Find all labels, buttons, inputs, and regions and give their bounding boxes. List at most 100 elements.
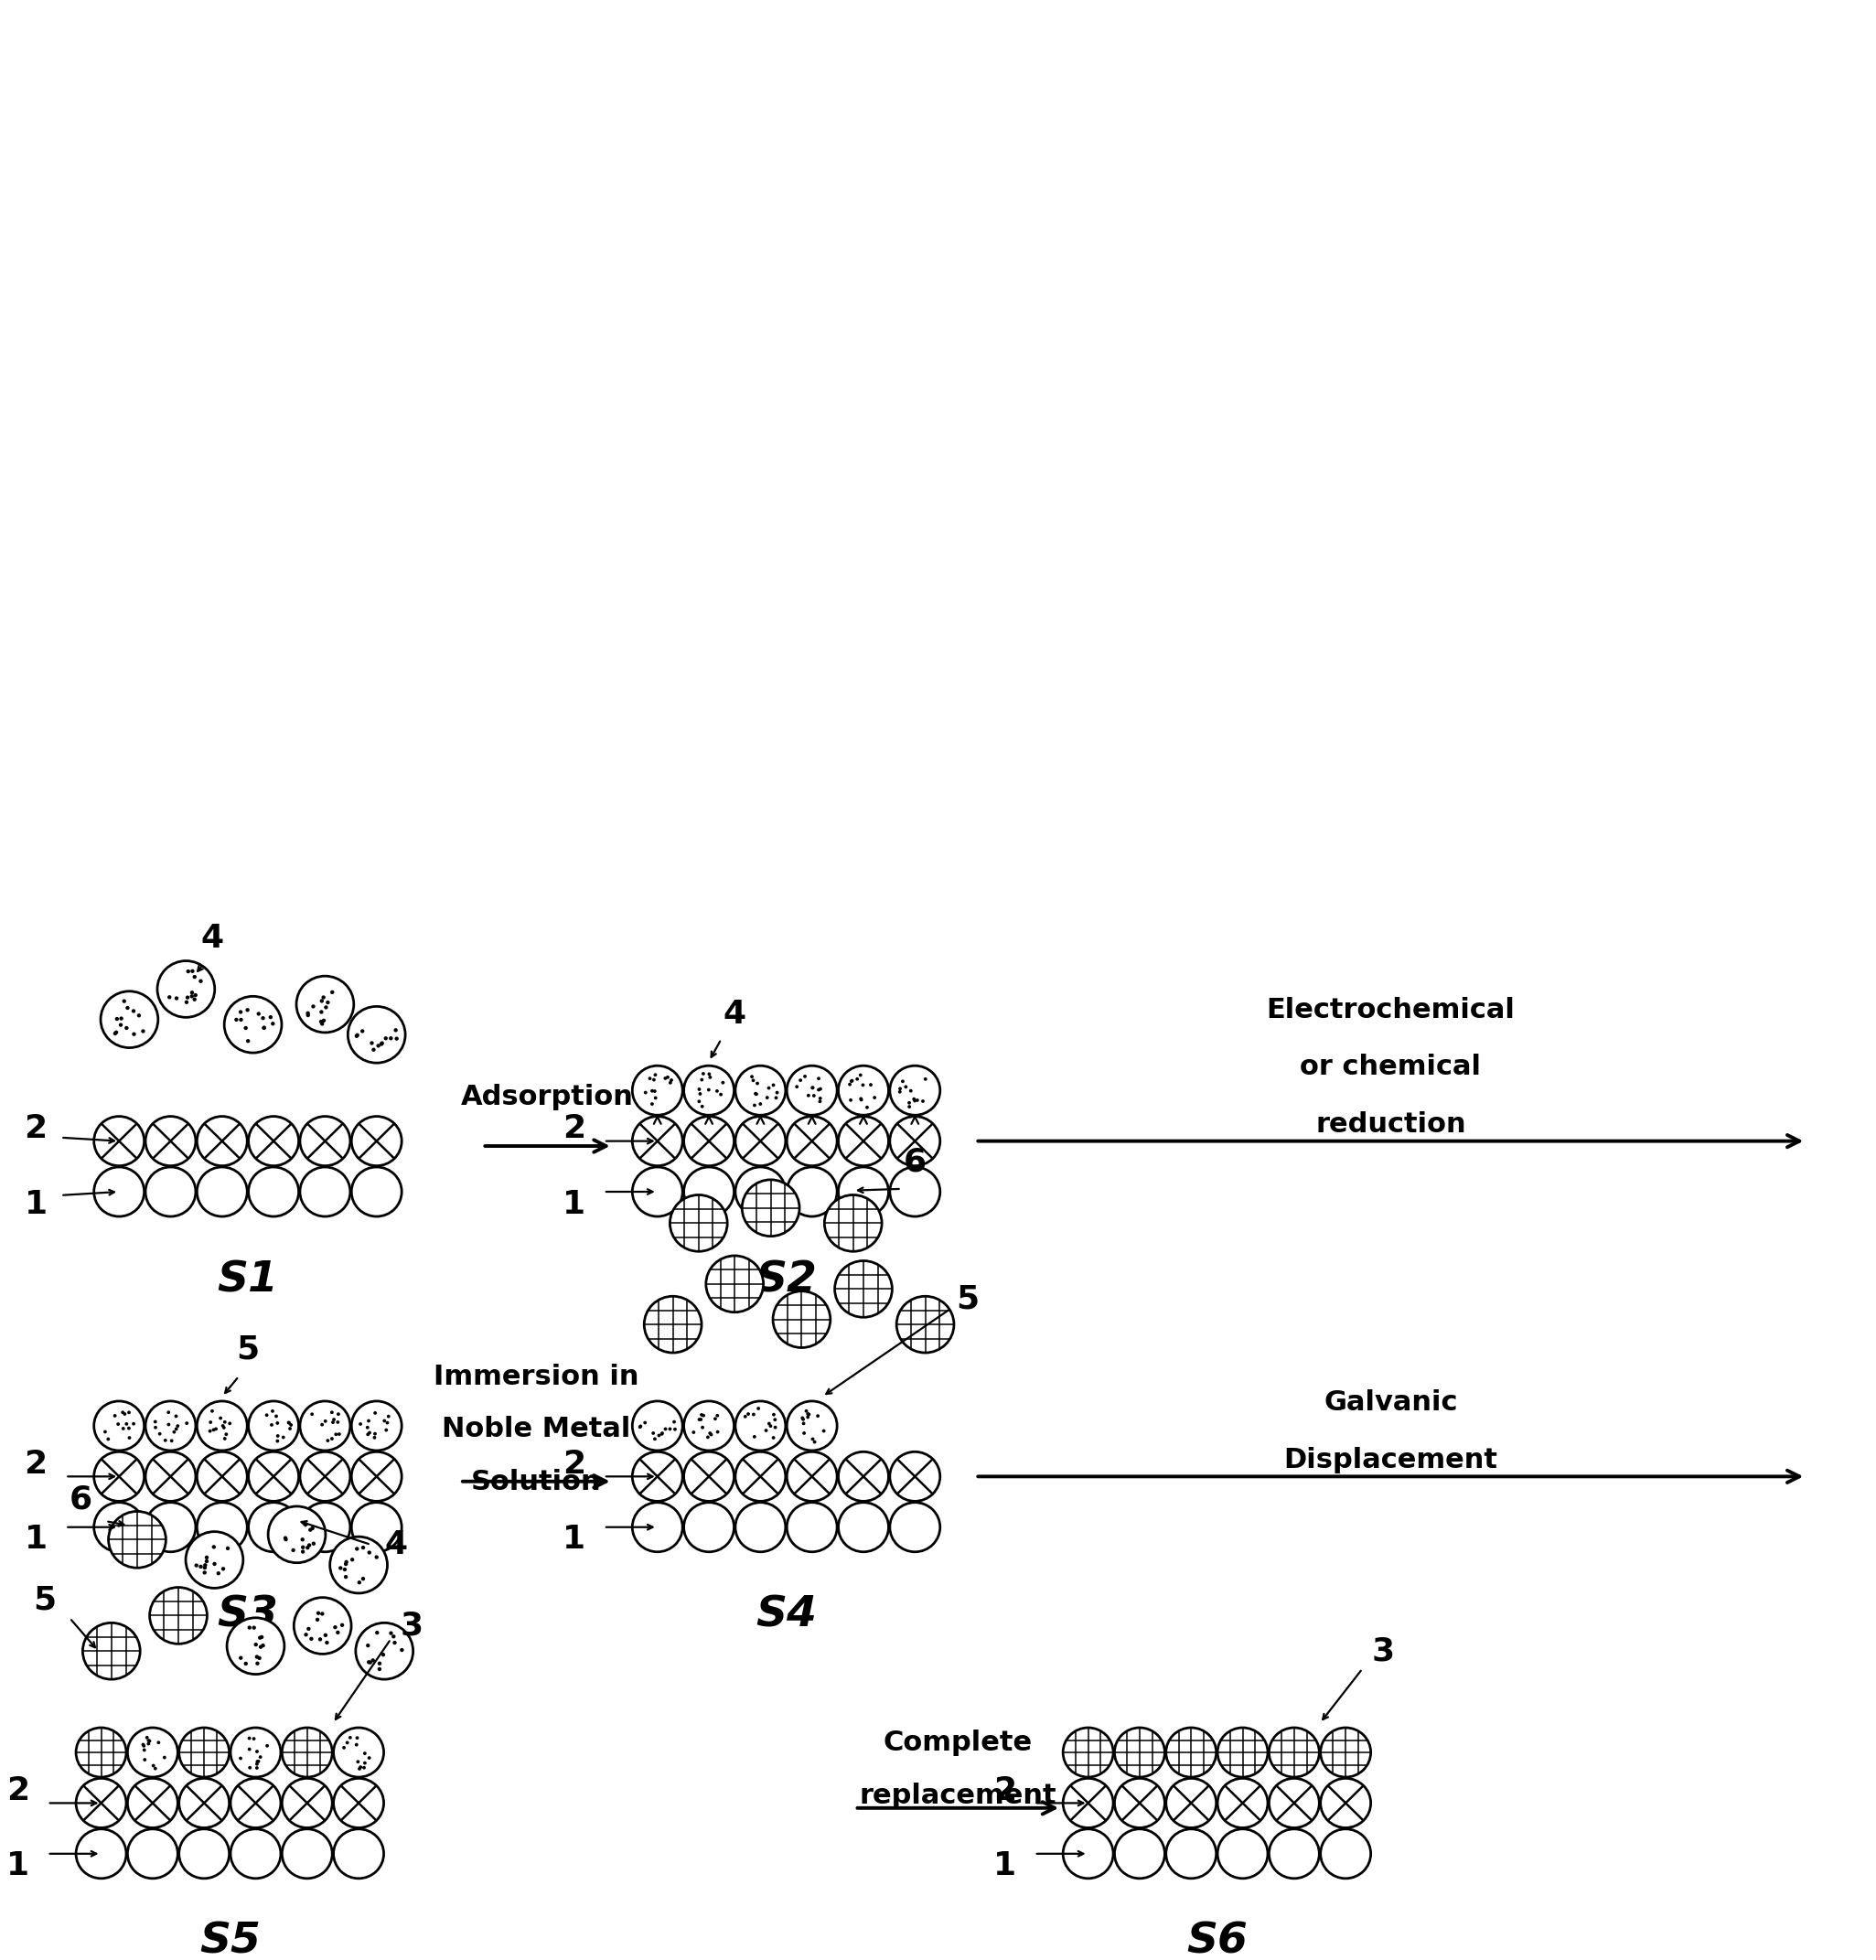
Circle shape [653, 1078, 657, 1082]
Circle shape [126, 1005, 129, 1009]
Circle shape [1167, 1829, 1216, 1878]
Circle shape [1064, 1727, 1112, 1778]
Circle shape [229, 1421, 231, 1425]
Circle shape [231, 1778, 281, 1829]
Circle shape [651, 1102, 655, 1105]
Circle shape [899, 1090, 902, 1094]
Circle shape [1218, 1727, 1268, 1778]
Circle shape [154, 1419, 158, 1423]
Circle shape [640, 1425, 642, 1429]
Circle shape [386, 1415, 390, 1419]
Circle shape [702, 1413, 705, 1417]
Circle shape [345, 1740, 349, 1744]
Circle shape [221, 1427, 225, 1429]
Circle shape [341, 1746, 345, 1750]
Circle shape [148, 1739, 152, 1742]
Circle shape [128, 1427, 131, 1431]
Circle shape [364, 1762, 366, 1764]
Circle shape [146, 1452, 195, 1501]
Circle shape [698, 1092, 702, 1096]
Circle shape [300, 1117, 351, 1166]
Circle shape [855, 1078, 859, 1080]
Circle shape [296, 976, 355, 1033]
Circle shape [178, 1829, 229, 1878]
Circle shape [173, 1431, 176, 1433]
Circle shape [375, 1554, 379, 1558]
Circle shape [773, 1292, 831, 1348]
Circle shape [392, 1641, 396, 1644]
Circle shape [276, 1439, 280, 1443]
Circle shape [184, 1000, 189, 1004]
Circle shape [283, 1537, 287, 1541]
Circle shape [816, 1415, 820, 1417]
Circle shape [128, 1411, 131, 1415]
Circle shape [300, 1166, 351, 1217]
Circle shape [839, 1503, 889, 1552]
Circle shape [195, 1564, 199, 1568]
Circle shape [362, 1766, 366, 1770]
Circle shape [259, 1644, 263, 1648]
Circle shape [146, 1503, 195, 1552]
Circle shape [707, 1072, 711, 1076]
Circle shape [248, 1117, 298, 1166]
Circle shape [394, 1037, 400, 1041]
Circle shape [351, 1503, 401, 1552]
Circle shape [300, 1401, 351, 1450]
Circle shape [356, 1760, 360, 1764]
Circle shape [300, 1452, 351, 1501]
Circle shape [253, 1642, 257, 1646]
Circle shape [872, 1096, 876, 1100]
Circle shape [368, 1660, 371, 1664]
Circle shape [246, 1007, 250, 1011]
Circle shape [158, 1740, 159, 1744]
Circle shape [392, 1635, 396, 1639]
Circle shape [306, 1627, 311, 1631]
Text: Displacement: Displacement [1283, 1446, 1497, 1474]
Circle shape [921, 1100, 925, 1103]
Circle shape [660, 1433, 664, 1437]
Circle shape [685, 1452, 734, 1501]
Circle shape [300, 1550, 306, 1554]
Circle shape [805, 1409, 809, 1413]
Circle shape [383, 1419, 386, 1423]
Circle shape [326, 1000, 330, 1004]
Circle shape [203, 1564, 206, 1568]
Circle shape [752, 1103, 756, 1107]
Circle shape [94, 1401, 144, 1450]
Circle shape [263, 1025, 266, 1029]
Circle shape [889, 1066, 940, 1115]
Circle shape [219, 1417, 221, 1419]
Text: 1: 1 [994, 1850, 1017, 1882]
Circle shape [310, 1637, 313, 1641]
Circle shape [283, 1537, 287, 1541]
Circle shape [889, 1166, 940, 1217]
Circle shape [735, 1166, 786, 1217]
Circle shape [643, 1421, 647, 1425]
Text: 2: 2 [563, 1113, 585, 1145]
Circle shape [801, 1417, 805, 1419]
Circle shape [812, 1441, 816, 1445]
Circle shape [355, 1033, 360, 1037]
Circle shape [300, 1544, 306, 1548]
Circle shape [248, 1625, 251, 1629]
Circle shape [379, 1043, 383, 1047]
Circle shape [670, 1196, 728, 1250]
Circle shape [765, 1096, 769, 1100]
Circle shape [810, 1086, 814, 1090]
Circle shape [368, 1431, 371, 1435]
Circle shape [193, 974, 197, 978]
Circle shape [114, 1031, 118, 1035]
Circle shape [373, 1437, 377, 1439]
Circle shape [311, 1543, 315, 1546]
Circle shape [128, 1727, 178, 1778]
Circle shape [274, 1415, 278, 1417]
Circle shape [773, 1425, 777, 1429]
Circle shape [338, 1566, 343, 1570]
Circle shape [317, 1611, 321, 1615]
Circle shape [801, 1417, 805, 1421]
Text: 5: 5 [957, 1284, 979, 1315]
Circle shape [263, 1025, 266, 1029]
Circle shape [268, 1015, 272, 1019]
Circle shape [1064, 1778, 1112, 1829]
Circle shape [323, 1633, 328, 1637]
